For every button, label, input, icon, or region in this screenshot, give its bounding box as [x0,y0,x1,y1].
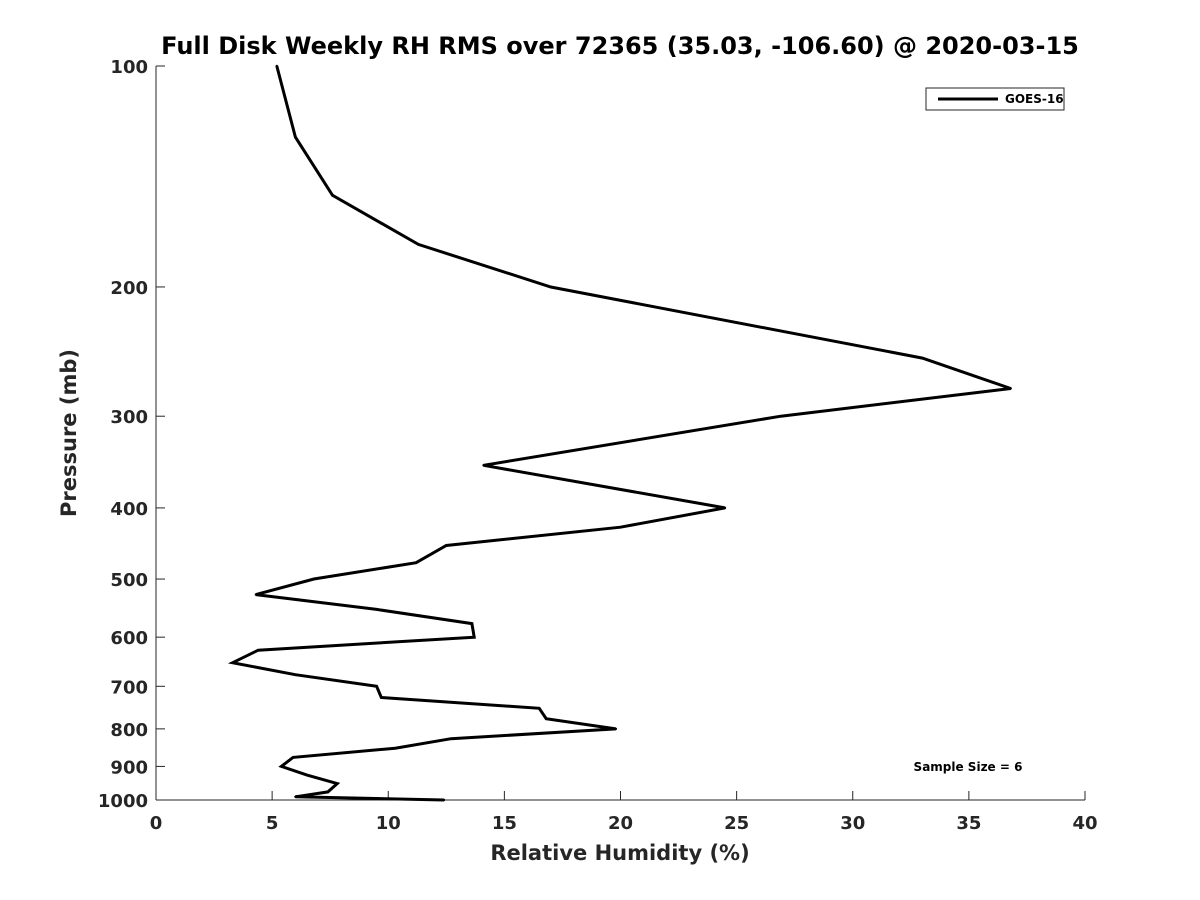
data-point [473,636,476,639]
data-point [275,64,278,68]
data-point [231,661,234,664]
y-tick-label: 800 [110,720,148,741]
x-tick-label: 10 [376,813,401,834]
y-tick-label: 900 [110,757,148,778]
y-tick-label: 400 [110,499,148,520]
y-tick-label: 1000 [98,791,148,812]
data-point [294,135,297,139]
data-point [779,415,782,418]
y-tick-label: 300 [110,407,148,428]
data-point [294,673,297,676]
data-point [375,685,378,688]
plot-area [227,64,1012,802]
data-point [280,765,283,768]
y-tick-label: 500 [110,570,148,591]
data-point [257,649,260,652]
data-point [445,544,448,547]
data-point [254,593,258,596]
chart-title: Full Disk Weekly RH RMS over 72365 (35.0… [161,32,1079,60]
x-tick-label: 40 [1072,813,1097,834]
x-tick-label: 0 [150,813,163,834]
data-point [291,756,295,759]
x-axis-label: Relative Humidity (%) [490,841,749,865]
data-point [442,798,446,802]
data-point [614,727,618,731]
data-point [549,285,552,289]
series-line-goes-16 [227,65,1012,802]
y-tick-label: 700 [110,677,148,698]
data-point [326,790,330,794]
legend: GOES-16 [925,87,1065,111]
data-point [312,577,316,581]
data-point [1009,387,1012,390]
data-point [417,243,420,246]
y-axis-label: Pressure (mb) [57,349,81,517]
data-point [921,356,924,360]
data-point [375,608,378,611]
x-tick-label: 15 [492,813,517,834]
data-point [449,737,453,740]
y-ticks: 100 200 300 400 500 600 700 800 900 1000 [98,57,165,812]
data-point [336,782,339,785]
data-point [294,795,297,798]
data-point [305,773,309,777]
data-point [331,194,334,197]
sample-size-annotation: Sample Size = 6 [914,760,1023,774]
data-point [394,747,397,750]
y-tick-label: 600 [110,628,148,649]
x-ticks: 0 5 10 15 20 25 30 35 40 [150,791,1098,834]
x-tick-label: 5 [266,813,279,834]
data-point [538,707,541,710]
x-tick-label: 35 [956,813,981,834]
x-tick-label: 20 [608,813,633,834]
data-point [545,717,548,720]
x-tick-label: 30 [840,813,865,834]
data-point [470,622,474,625]
data-point [723,506,727,510]
data-point [482,464,485,467]
y-tick-label: 100 [110,57,148,78]
data-point [380,696,383,699]
legend-label: GOES-16 [1005,92,1064,106]
data-point [414,561,418,564]
x-tick-label: 25 [724,813,749,834]
axes [155,66,1085,801]
data-point [619,526,622,529]
y-tick-label: 200 [110,278,148,299]
